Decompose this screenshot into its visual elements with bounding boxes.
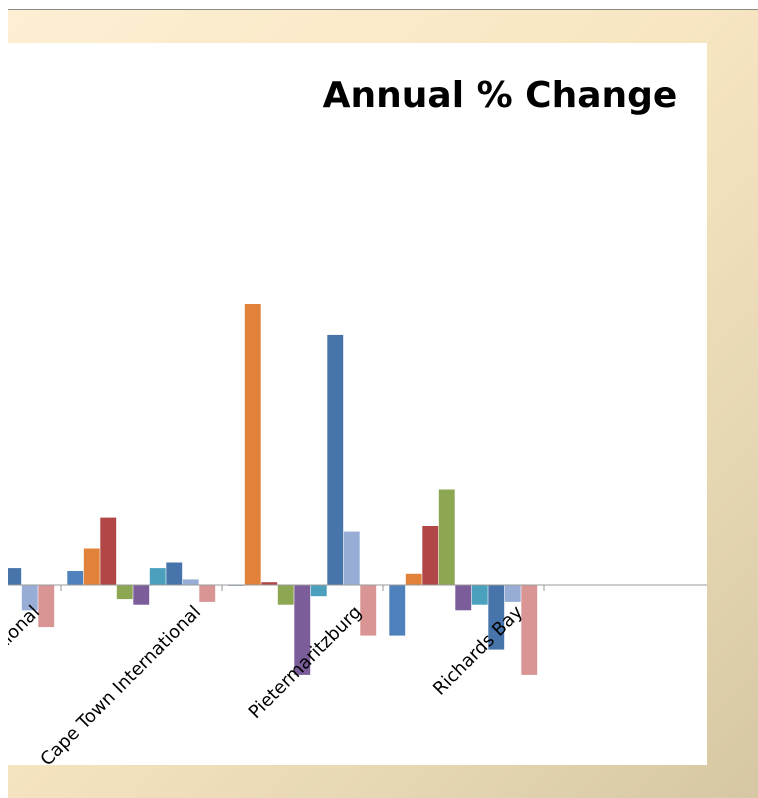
bar-1-9	[38, 585, 55, 628]
bar-2-7	[166, 562, 183, 585]
bar-4-9	[521, 585, 538, 675]
bar-2-5	[133, 585, 150, 605]
plot-area	[8, 43, 707, 765]
bar-4-2	[405, 573, 422, 585]
bar-3-2	[244, 304, 261, 585]
bar-3-7	[327, 334, 344, 585]
bar-4-3	[422, 526, 439, 585]
bar-4-4	[438, 489, 455, 585]
bar-2-3	[100, 517, 117, 585]
bar-2-8	[182, 579, 199, 585]
bar-4-8	[504, 585, 521, 602]
bar-3-8	[343, 531, 360, 585]
bar-1-8	[21, 585, 38, 611]
bar-4-7	[488, 585, 505, 650]
category-label: Cape Town International	[36, 602, 205, 771]
bar-1-6	[0, 565, 5, 585]
bar-2-4	[116, 585, 133, 600]
bar-2-9	[199, 585, 216, 602]
bar-3-4	[277, 585, 294, 605]
bar-1-7	[8, 568, 22, 585]
bar-3-3	[261, 582, 278, 585]
top-rule	[8, 9, 758, 10]
bar-4-6	[471, 585, 488, 605]
bar-2-6	[149, 568, 166, 585]
category-label: Richards Bay	[429, 601, 527, 699]
bar-3-5	[294, 585, 311, 675]
bar-4-1	[389, 585, 406, 636]
category-label: ubo International	[0, 602, 44, 726]
bar-4-5	[455, 585, 472, 611]
bar-3-6	[310, 585, 327, 597]
bar-2-1	[67, 571, 84, 586]
chart-title: Annual % Change	[322, 75, 678, 116]
bar-2-2	[83, 548, 100, 585]
bars-group	[0, 304, 538, 675]
bar-3-9	[360, 585, 377, 636]
